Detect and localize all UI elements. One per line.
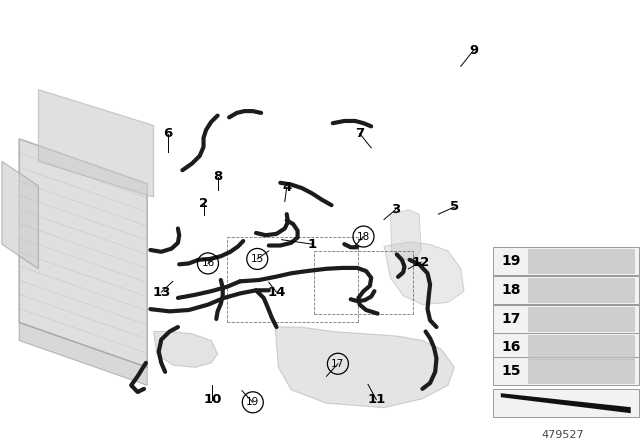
Text: 12: 12 xyxy=(412,255,430,269)
Text: 5: 5 xyxy=(450,200,459,214)
Text: 15: 15 xyxy=(501,364,520,378)
Bar xyxy=(528,359,634,383)
Bar xyxy=(528,278,634,302)
Text: 4: 4 xyxy=(282,181,291,194)
Bar xyxy=(528,335,634,359)
Bar xyxy=(528,249,634,273)
Polygon shape xyxy=(384,242,464,305)
Text: 16: 16 xyxy=(202,258,214,268)
Text: 16: 16 xyxy=(501,340,520,354)
Polygon shape xyxy=(38,90,154,197)
Bar xyxy=(493,247,639,275)
Bar xyxy=(493,333,639,361)
Text: 1: 1 xyxy=(308,237,317,251)
Text: 3: 3 xyxy=(391,203,400,216)
Text: 6: 6 xyxy=(163,127,172,140)
Text: 18: 18 xyxy=(357,232,370,241)
Text: 13: 13 xyxy=(152,285,170,299)
Bar xyxy=(493,276,639,304)
Polygon shape xyxy=(19,139,147,367)
Text: 19: 19 xyxy=(246,397,259,407)
Text: 17: 17 xyxy=(332,359,344,369)
Text: 17: 17 xyxy=(501,312,520,326)
Text: 2: 2 xyxy=(199,197,208,211)
Text: 11: 11 xyxy=(367,393,385,406)
Text: 18: 18 xyxy=(501,283,520,297)
Text: 7: 7 xyxy=(355,127,364,140)
Polygon shape xyxy=(2,161,38,269)
Bar xyxy=(493,389,639,417)
Text: 19: 19 xyxy=(501,254,520,268)
Text: 9: 9 xyxy=(469,43,478,57)
Text: 479527: 479527 xyxy=(542,430,584,439)
Text: 14: 14 xyxy=(268,285,285,299)
Text: 8: 8 xyxy=(213,170,222,184)
Polygon shape xyxy=(154,332,218,367)
Bar xyxy=(493,305,639,333)
Bar xyxy=(528,307,634,331)
Polygon shape xyxy=(275,327,454,408)
Bar xyxy=(493,357,639,385)
Polygon shape xyxy=(390,210,421,260)
Text: 15: 15 xyxy=(251,254,264,264)
Polygon shape xyxy=(501,393,631,413)
Polygon shape xyxy=(19,323,147,385)
Text: 10: 10 xyxy=(204,393,221,406)
